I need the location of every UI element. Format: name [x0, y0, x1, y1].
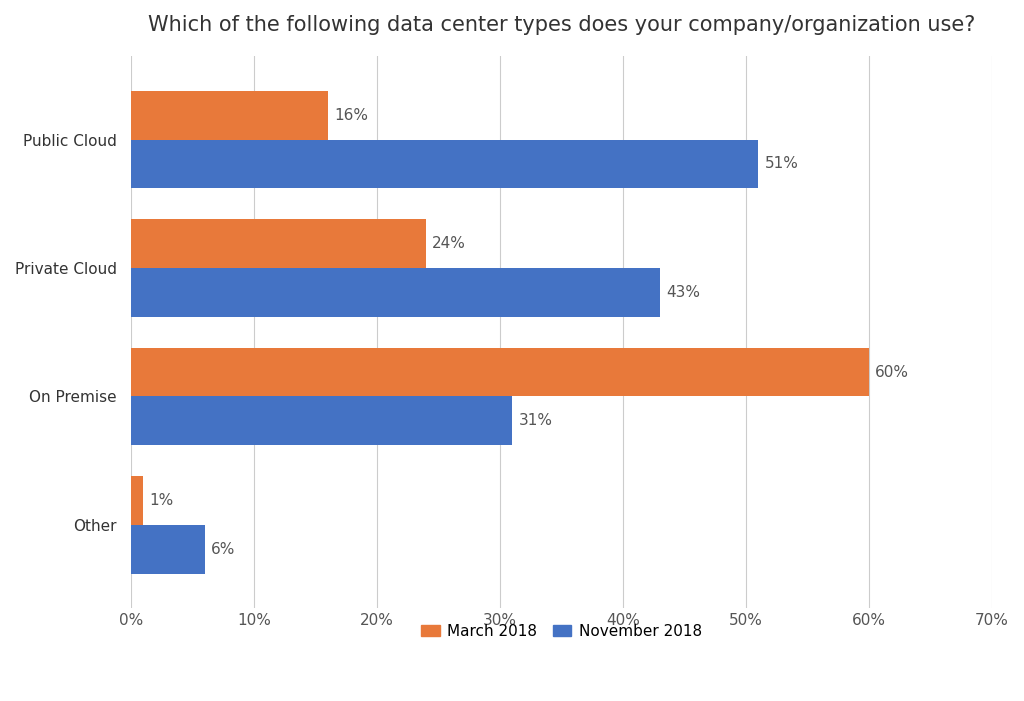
Bar: [131, 397, 512, 445]
Text: 60%: 60%: [876, 365, 909, 379]
Text: 1%: 1%: [150, 493, 174, 508]
Bar: [131, 348, 869, 397]
Bar: [131, 139, 759, 189]
Text: 6%: 6%: [211, 542, 236, 557]
Bar: [131, 476, 143, 525]
Text: 24%: 24%: [432, 236, 466, 251]
Bar: [131, 268, 659, 317]
Bar: [131, 219, 426, 268]
Title: Which of the following data center types does your company/organization use?: Which of the following data center types…: [147, 15, 975, 35]
Text: 31%: 31%: [518, 414, 552, 428]
Text: 51%: 51%: [765, 156, 799, 172]
Bar: [131, 525, 205, 573]
Bar: [131, 90, 328, 139]
Text: 16%: 16%: [334, 107, 368, 123]
Text: 43%: 43%: [666, 285, 700, 300]
Legend: March 2018, November 2018: March 2018, November 2018: [415, 618, 708, 645]
